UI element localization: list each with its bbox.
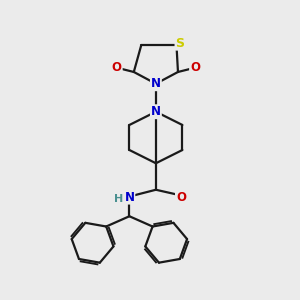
Text: N: N xyxy=(151,105,161,118)
Text: O: O xyxy=(176,190,186,204)
Text: H: H xyxy=(114,194,123,205)
Text: S: S xyxy=(176,37,184,50)
Text: O: O xyxy=(112,61,122,74)
Text: O: O xyxy=(190,61,200,74)
Text: N: N xyxy=(124,190,134,204)
Text: N: N xyxy=(151,77,161,90)
